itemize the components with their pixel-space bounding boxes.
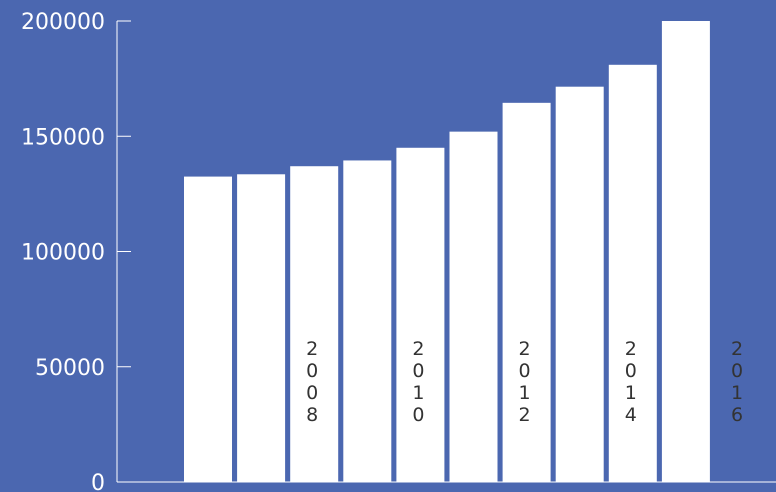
bar [184,176,232,482]
y-tick-label: 200000 [21,10,105,35]
bar [608,64,657,483]
bar [343,160,392,482]
bar [502,102,551,482]
y-tick-label: 100000 [21,241,105,266]
y-tick-label: 50000 [35,356,105,381]
x-axis-labels: 2 0 0 8 2 0 1 0 2 0 1 2 2 0 1 4 2 0 1 6 [306,338,743,426]
bar [290,166,339,482]
y-tick-label: 150000 [21,125,105,150]
bar [449,131,498,482]
bar [555,86,604,482]
bars-group [184,21,710,483]
bar [661,21,710,482]
bar [396,147,445,482]
bar [237,174,286,482]
y-tick-label: 0 [91,471,105,492]
